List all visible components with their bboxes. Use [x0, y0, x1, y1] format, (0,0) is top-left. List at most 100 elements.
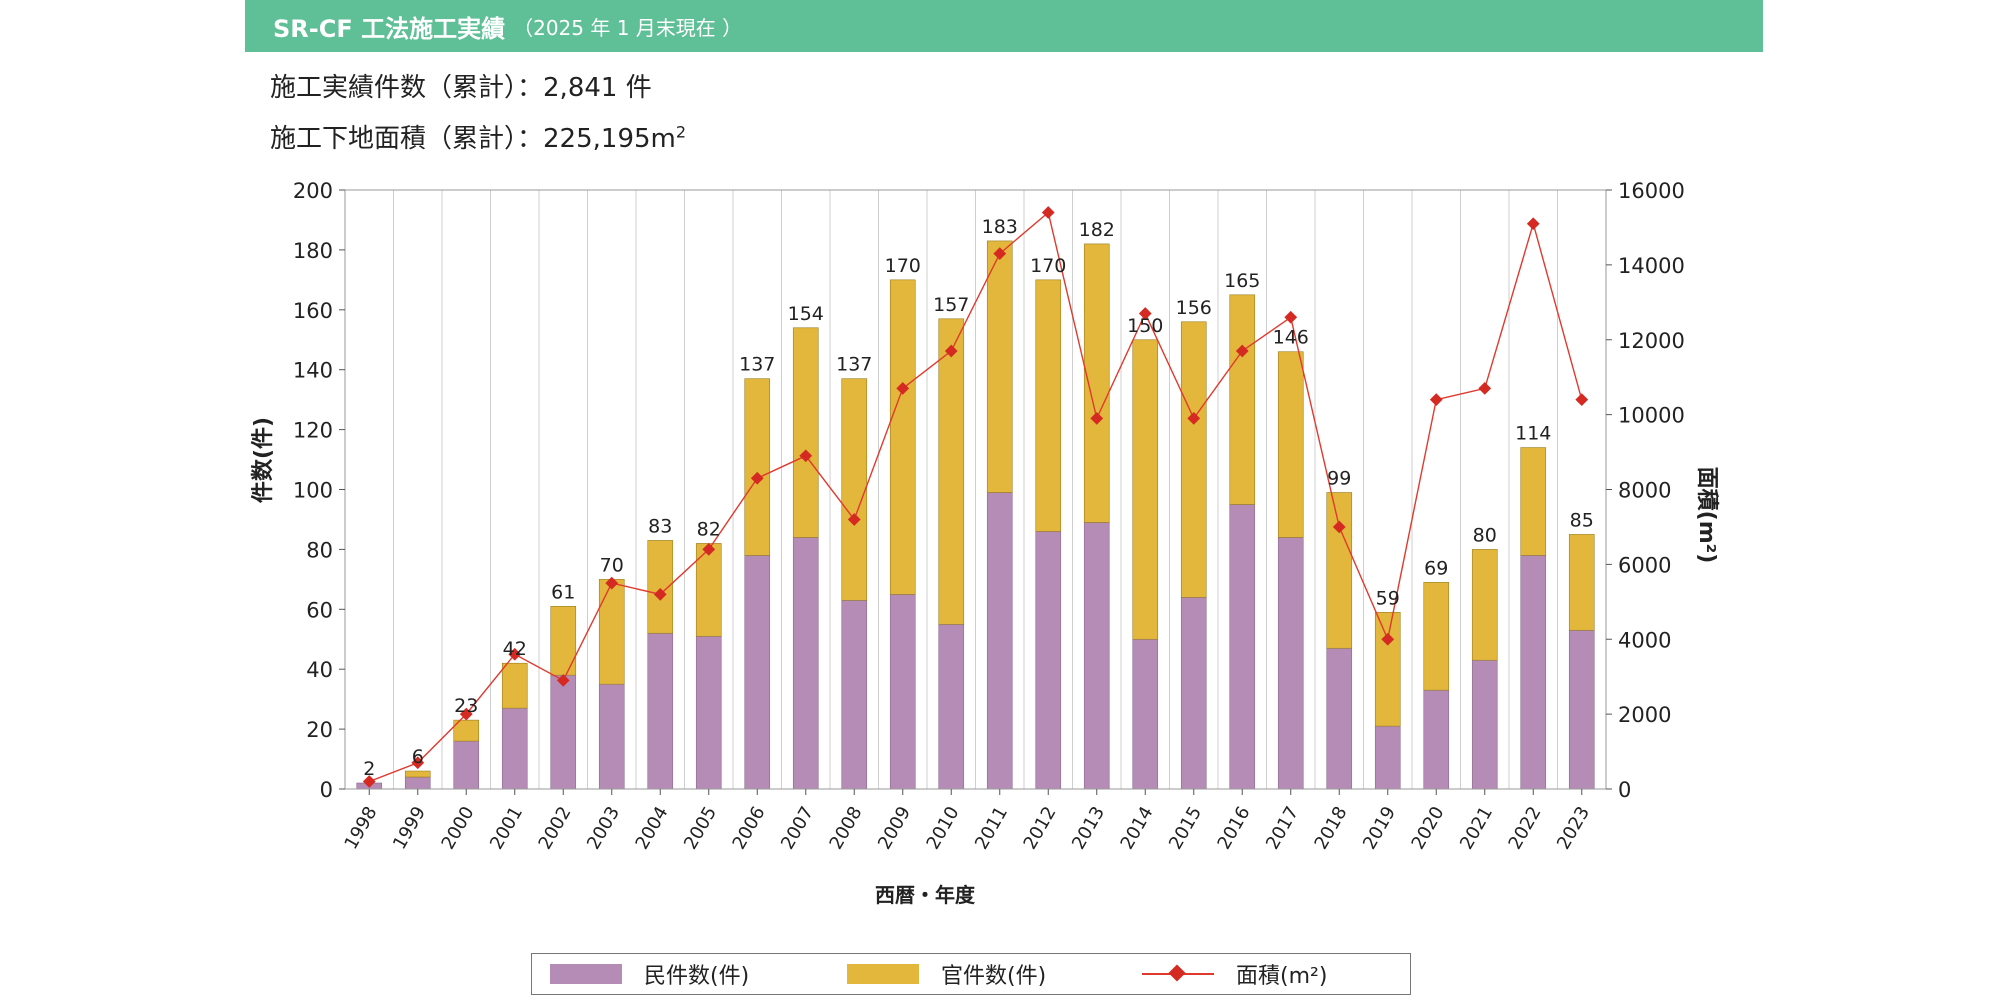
bar-public	[1229, 294, 1256, 505]
bar-total-label: 23	[454, 695, 478, 717]
x-tick-label: 2000	[437, 803, 478, 853]
y2-tick-label: 2000	[1618, 703, 1671, 727]
bar-public	[1520, 447, 1547, 556]
bar-total-label: 70	[600, 554, 624, 576]
bar-private	[1423, 689, 1450, 790]
page-title: SR-CF 工法施工実績	[273, 14, 506, 43]
x-tick-label: 2019	[1359, 803, 1400, 853]
y2-tick-label: 12000	[1618, 329, 1685, 353]
bar-public	[1083, 243, 1110, 523]
bar-public	[1568, 534, 1595, 631]
bar-private	[938, 623, 965, 790]
bar-total-label: 114	[1515, 423, 1551, 445]
bar-total-label: 137	[739, 354, 775, 376]
bar-private	[1277, 537, 1304, 790]
bar-public	[550, 606, 577, 676]
area-line-point	[1429, 393, 1443, 407]
bar-public	[598, 579, 625, 685]
bar-public	[986, 240, 1013, 493]
bar-public	[792, 327, 819, 538]
legend-swatch-area-line	[1142, 964, 1214, 984]
bar-private	[986, 492, 1013, 790]
bar-total-label: 170	[885, 255, 921, 277]
x-tick-label: 2011	[971, 803, 1012, 853]
bar-total-label: 83	[648, 515, 672, 537]
bar-private	[647, 632, 674, 790]
y2-tick-label: 0	[1618, 778, 1631, 802]
y2-tick-label: 4000	[1618, 628, 1671, 652]
summary-count-value: 2,841 件	[543, 73, 652, 103]
bar-private	[598, 683, 625, 790]
bar-total-label: 182	[1079, 219, 1115, 241]
area-line-path	[368, 211, 1583, 783]
y2-axis-title: 面積(m²)	[1694, 467, 1719, 564]
bar-total-label: 61	[551, 581, 575, 603]
bar-total-label: 69	[1424, 557, 1448, 579]
bar-total-label: 42	[503, 638, 527, 660]
bar-public	[744, 378, 771, 556]
y-tick-label: 180	[293, 239, 333, 263]
bar-total-label: 82	[697, 518, 721, 540]
y-tick-label: 0	[320, 778, 333, 802]
bar-total-label: 59	[1376, 587, 1400, 609]
y-tick-label: 20	[306, 718, 333, 742]
x-tick-label: 2002	[534, 803, 575, 853]
bar-public	[695, 543, 722, 637]
x-tick-label: 2022	[1504, 803, 1545, 853]
area-line-point	[1526, 217, 1540, 231]
bar-private	[550, 674, 577, 790]
summary-area-label: 施工下地面積（累計）：	[270, 124, 544, 154]
bar-total-label: 154	[788, 303, 824, 325]
bar-private	[453, 740, 480, 790]
chart-grid	[393, 190, 1558, 789]
bar-total-label: 2	[363, 758, 375, 780]
y-tick-label: 60	[306, 598, 333, 622]
bar-public	[889, 279, 916, 595]
x-tick-label: 1999	[389, 803, 430, 853]
bar-private	[1035, 531, 1062, 790]
bar-total-label: 156	[1176, 297, 1212, 319]
x-tick-label: 2012	[1019, 803, 1060, 853]
y2-tick-label: 10000	[1618, 404, 1685, 428]
x-tick-label: 2017	[1262, 803, 1303, 853]
legend-label-public: 官件数(件)	[941, 964, 1047, 989]
bar-public	[1277, 351, 1304, 538]
bar-total-label: 6	[412, 746, 424, 768]
x-tick-label: 2015	[1165, 803, 1206, 853]
x-tick-label: 2001	[486, 803, 527, 853]
x-tick-label: 2023	[1553, 803, 1594, 853]
y-axis-title: 件数(件)	[250, 417, 276, 503]
summary-area-sup: 2	[675, 122, 687, 142]
bar-public	[501, 662, 528, 709]
x-tick-label: 2021	[1456, 803, 1497, 853]
bar-public	[1035, 279, 1062, 532]
legend-label-area: 面積(m²)	[1236, 964, 1328, 989]
area-line-point	[1575, 393, 1589, 407]
bar-private	[792, 537, 819, 790]
area-line-point	[1478, 382, 1492, 395]
bar-total-label: 80	[1473, 524, 1497, 546]
bar-total-label: 183	[982, 216, 1018, 238]
y-tick-label: 40	[306, 658, 333, 682]
header-banner: SR-CF 工法施工実績 （2025 年 1 月末現在 ）	[245, 0, 1763, 52]
chart-legend: 民件数(件) 官件数(件) 面積(m²)	[531, 953, 1411, 995]
bar-private	[1180, 597, 1207, 790]
legend-item-private: 民件数(件)	[550, 954, 749, 994]
bar-public	[938, 318, 965, 625]
bar-total-label: 99	[1327, 467, 1351, 489]
bar-private	[1132, 638, 1159, 790]
bar-private	[744, 555, 771, 790]
bar-public	[404, 770, 431, 778]
bar-private	[695, 635, 722, 790]
bar-private	[841, 600, 868, 790]
y2-tick-label: 6000	[1618, 553, 1671, 577]
summary-count: 施工実績件数（累計）：2,841 件	[270, 67, 652, 104]
bar-public	[1374, 611, 1401, 727]
x-axis-title: 西暦・年度	[875, 883, 976, 907]
x-tick-label: 1998	[340, 803, 381, 853]
page-subtitle: （2025 年 1 月末現在 ）	[513, 15, 743, 40]
x-tick-label: 2013	[1068, 803, 1109, 853]
x-tick-label: 2018	[1310, 803, 1351, 853]
bar-public	[1180, 321, 1207, 598]
bar-public	[1423, 582, 1450, 691]
